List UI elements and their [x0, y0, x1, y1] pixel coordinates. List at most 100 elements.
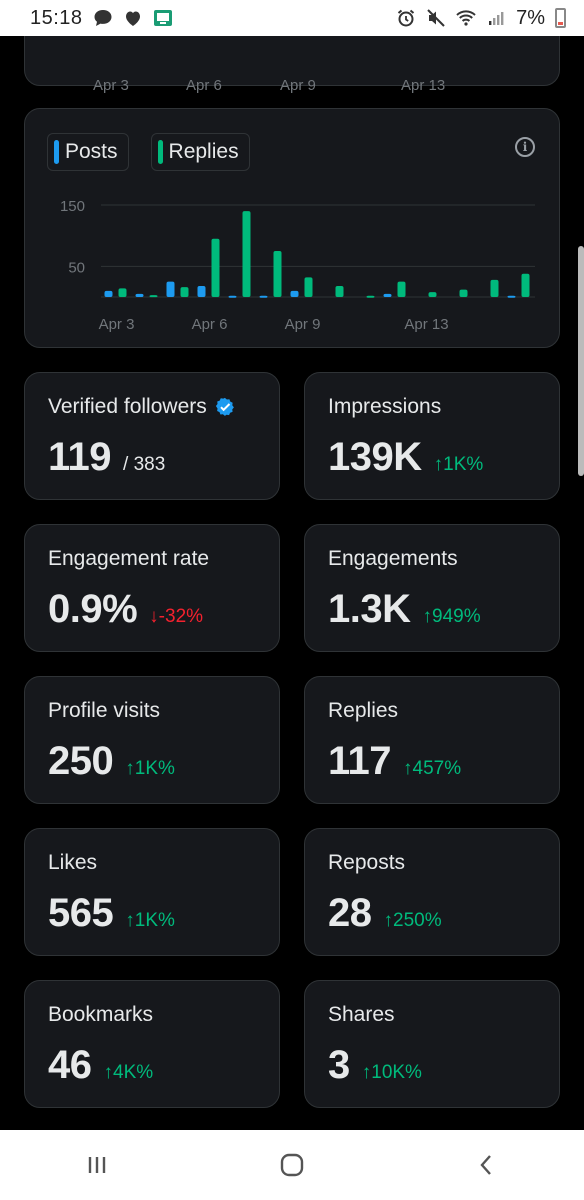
recent-apps-icon[interactable] [67, 1140, 127, 1190]
metric-card[interactable]: Verified followers 119 / 383 [24, 372, 280, 500]
y-tick-label: 150 [60, 198, 85, 215]
alarm-icon [396, 8, 416, 28]
metric-card[interactable]: Engagements 1.3K ↑949% [304, 524, 560, 652]
legend-swatch-replies [157, 140, 163, 164]
metric-change: ↑250% [384, 910, 442, 932]
metric-value: 1.3K [328, 587, 411, 631]
metric-change-value: 10K% [371, 1062, 422, 1083]
metric-change: ↑949% [423, 606, 481, 628]
metric-change-value: 4K% [113, 1062, 154, 1083]
metric-label-text: Bookmarks [48, 1003, 154, 1026]
x-tick: Apr 6 [186, 77, 222, 94]
metric-change-value: 457% [412, 758, 462, 779]
metric-card[interactable]: Shares 3 ↑10K% [304, 980, 560, 1108]
screen-cast-icon [153, 8, 173, 28]
bar-replies [149, 295, 158, 298]
bar-replies [304, 277, 313, 297]
bar-posts [228, 295, 237, 298]
legend-label: Replies [168, 140, 239, 163]
status-time: 15:18 [30, 6, 83, 29]
analytics-content[interactable]: Apr 3 Apr 6 Apr 9 Apr 13 Posts Replies i… [0, 36, 584, 1130]
metric-value-row: 139K ↑1K% [328, 435, 483, 480]
battery-icon [555, 8, 566, 28]
metric-card[interactable]: Engagement rate 0.9% ↓-32% [24, 524, 280, 652]
arrow-up-icon: ↑ [383, 910, 394, 931]
metric-label-text: Reposts [328, 851, 406, 874]
back-icon[interactable] [457, 1140, 517, 1190]
info-icon[interactable]: i [515, 137, 535, 157]
metric-change-value: 1K% [443, 454, 484, 475]
metric-value: 250 [48, 739, 114, 783]
metric-value-row: 565 ↑1K% [48, 891, 175, 936]
metric-change-value: -32% [158, 606, 204, 627]
metric-card[interactable]: Bookmarks 46 ↑4K% [24, 980, 280, 1108]
bar-posts [259, 295, 268, 298]
metric-label: Engagement rate [48, 547, 209, 571]
arrow-up-icon: ↑ [361, 1062, 372, 1083]
bar-replies [428, 292, 437, 297]
mute-icon [426, 8, 446, 28]
metric-change-value: 949% [432, 606, 481, 627]
posts-replies-bar-chart: 150 50 Apr 3 Apr 6 Apr 9 Apr 13 [60, 198, 535, 333]
x-tick: Apr 3 [93, 77, 129, 94]
metric-card[interactable]: Reposts 28 ↑250% [304, 828, 560, 956]
metric-label: Likes [48, 851, 97, 875]
bar-replies [490, 279, 499, 297]
metric-total: / 383 [123, 454, 166, 475]
metric-label-text: Profile visits [48, 699, 161, 722]
metric-value-row: 0.9% ↓-32% [48, 587, 203, 632]
arrow-up-icon: ↑ [433, 454, 444, 475]
chat-bubble-icon [93, 8, 113, 28]
metric-label: Engagements [328, 547, 458, 571]
metric-change-value: 250% [393, 910, 442, 931]
legend-label: Posts [65, 140, 118, 163]
scrollbar[interactable] [578, 246, 584, 476]
bar-replies [397, 281, 406, 297]
metric-value: 46 [48, 1043, 92, 1087]
bar-posts [104, 290, 113, 297]
x-tick-label: Apr 6 [192, 316, 228, 333]
metric-change: ↑10K% [362, 1062, 422, 1084]
arrow-up-icon: ↑ [422, 606, 433, 627]
bar-posts [197, 285, 206, 297]
metric-change-value: 1K% [134, 758, 175, 779]
signal-icon [486, 8, 506, 28]
status-bar: 15:18 7% [0, 0, 584, 36]
bar-replies [335, 285, 344, 297]
bar-posts [166, 281, 175, 297]
metric-value-row: 46 ↑4K% [48, 1043, 153, 1088]
metric-label-text: Engagements [328, 547, 458, 570]
metric-label-text: Likes [48, 851, 98, 874]
metric-value-row: 3 ↑10K% [328, 1043, 422, 1088]
metric-value-row: 28 ↑250% [328, 891, 442, 936]
legend-replies[interactable]: Replies [150, 133, 250, 171]
metric-value: 565 [48, 891, 114, 935]
x-tick: Apr 9 [280, 77, 316, 94]
arrow-up-icon: ↑ [103, 1062, 114, 1083]
metric-label: Reposts [328, 851, 405, 875]
metric-change: ↑1K% [434, 454, 484, 476]
metric-change: ↓-32% [149, 606, 203, 628]
metric-change: ↑457% [403, 758, 461, 780]
x-tick-label: Apr 13 [404, 316, 448, 333]
wifi-icon [456, 8, 476, 28]
metric-card[interactable]: Impressions 139K ↑1K% [304, 372, 560, 500]
battery-percentage: 7% [516, 6, 545, 29]
metric-card[interactable]: Replies 117 ↑457% [304, 676, 560, 804]
chart-legend: Posts Replies [47, 133, 250, 171]
metric-label: Profile visits [48, 699, 160, 723]
x-tick-label: Apr 3 [99, 316, 135, 333]
home-icon[interactable] [262, 1140, 322, 1190]
legend-posts[interactable]: Posts [47, 133, 129, 171]
heart-icon [123, 8, 143, 28]
metric-label: Shares [328, 1003, 395, 1027]
metric-label-text: Verified followers [48, 395, 207, 418]
metric-card[interactable]: Profile visits 250 ↑1K% [24, 676, 280, 804]
metric-value-row: 1.3K ↑949% [328, 587, 481, 632]
metric-label: Verified followers [48, 395, 235, 419]
metric-change: ↑4K% [104, 1062, 154, 1084]
x-tick: Apr 13 [401, 77, 446, 94]
bar-posts [135, 293, 144, 297]
bar-replies [521, 273, 530, 297]
metric-card[interactable]: Likes 565 ↑1K% [24, 828, 280, 956]
